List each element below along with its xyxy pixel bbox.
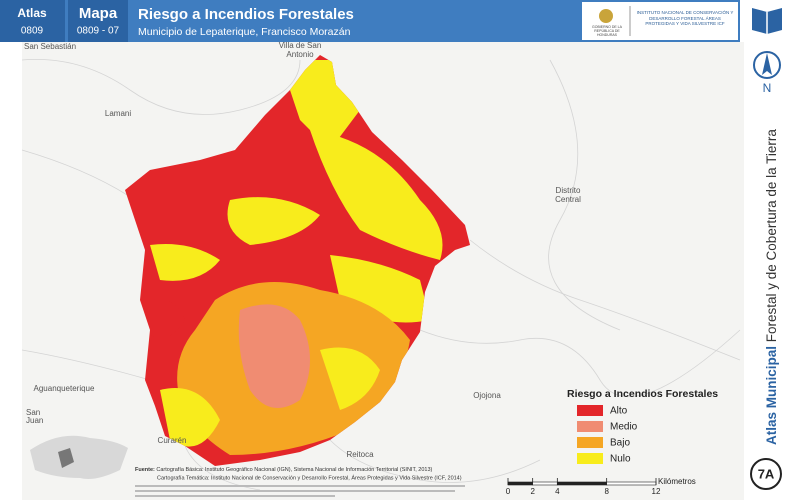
government-emblem	[599, 9, 613, 23]
logo-right: INSTITUTO NACIONAL DE CONSERVACIÓN Y DES…	[636, 10, 734, 26]
atlas-series-title: Atlas Municipal Forestal y de Cobertura …	[764, 129, 779, 445]
scale-unit: Kilómetros	[658, 477, 696, 486]
north-arrow	[762, 53, 772, 75]
place-label: San Sebastián	[24, 42, 76, 51]
logo-right-wrap: INSTITUTO NACIONAL DE CONSERVACIÓN Y DES…	[636, 10, 734, 26]
place-label: Distrito	[556, 186, 581, 195]
legend-label: Nulo	[610, 454, 631, 465]
inset-map	[30, 435, 128, 479]
atlas-code: 0809	[21, 26, 44, 37]
legend-swatch	[577, 437, 603, 448]
place-label: Antonio	[286, 50, 314, 59]
badge: 7A	[758, 466, 775, 481]
logo-left-wrap: GOBIERNO DE LA REPÚBLICA DE HONDURAS	[592, 25, 622, 37]
atlas-series-rest: Forestal y de Cobertura de la Tierra	[764, 129, 779, 346]
roads	[21, 59, 741, 491]
technical-note	[135, 485, 465, 497]
risk-nulo	[160, 388, 220, 447]
map-box	[68, 0, 128, 42]
legend-swatch	[577, 405, 603, 416]
legend-label: Bajo	[610, 438, 630, 449]
map-code: 0809 - 07	[77, 26, 120, 37]
risk-nulo	[320, 347, 380, 410]
scale-segment	[507, 481, 533, 486]
place-label: Juan	[26, 416, 43, 425]
place-label: Central	[555, 195, 581, 204]
scale-tick-label: 2	[530, 487, 535, 496]
risk-alto	[150, 299, 185, 338]
place-label: Villa de San	[279, 41, 322, 50]
legend-title: Riesgo a Incendios Forestales	[567, 388, 718, 400]
atlas-label: Atlas	[17, 6, 47, 20]
risk-nulo	[227, 197, 320, 245]
map-label: Mapa	[79, 5, 118, 22]
legend-swatch	[577, 453, 603, 464]
place-label: Curarén	[158, 436, 187, 445]
place-label: Reitoca	[346, 450, 374, 459]
north-circle	[753, 51, 781, 79]
scale-tick-label: 0	[506, 487, 511, 496]
risk-nulo	[310, 130, 443, 260]
scale-tick-label: 12	[652, 487, 661, 496]
place-label: Lamani	[105, 109, 131, 118]
atlas-series-bold: Atlas Municipal	[764, 346, 779, 445]
source-line: Fuente: Cartografía Básica: Instituto Ge…	[135, 467, 433, 473]
map-title: Riesgo a Incendios Forestales	[138, 6, 354, 23]
place-label: Aguanqueterique	[34, 384, 95, 393]
logo-left: GOBIERNO DE LA REPÚBLICA DE HONDURAS	[592, 25, 622, 37]
source-2: Cartografía Temática: Instituto Nacional…	[157, 474, 462, 481]
scale-segment	[532, 481, 558, 486]
legend: Riesgo a Incendios Forestales Alto Medio B…	[567, 388, 718, 465]
scale-segment	[557, 481, 607, 486]
place-label: Ojojona	[473, 391, 501, 400]
book-icon	[752, 8, 782, 34]
place-label: San	[26, 408, 40, 417]
badge-circle	[750, 458, 782, 490]
scale-tick-label: 4	[555, 487, 560, 496]
source-1: Cartografía Básica: Instituto Geográfico…	[156, 467, 432, 473]
legend-swatch	[577, 421, 603, 432]
legend-label: Alto	[610, 406, 628, 417]
scale-tick-label: 8	[604, 487, 609, 496]
atlas-box	[0, 0, 65, 42]
risk-medio	[238, 304, 310, 408]
source-label: Fuente:	[135, 467, 155, 473]
north-label: N	[763, 81, 772, 95]
map-subtitle: Municipio de Lepaterique, Francisco Mora…	[138, 26, 351, 38]
risk-nulo	[150, 244, 220, 281]
legend-label: Medio	[610, 422, 638, 433]
scale-segment	[606, 481, 657, 486]
